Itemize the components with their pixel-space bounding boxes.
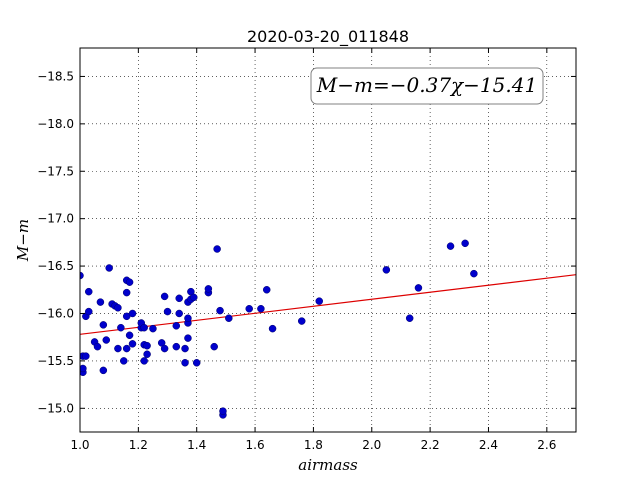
data-point (143, 341, 151, 350)
axis-ticks: 1.0 1.2 1.4 1.6 1.8 2.0 2.2 2.4 2.6 −15.0 −15.5 −16… (37, 48, 576, 452)
data-point (190, 293, 198, 302)
data-point (210, 342, 218, 351)
data-points (80, 239, 478, 419)
y-tick-label: −16.0 (37, 306, 74, 320)
data-point (105, 264, 113, 272)
plot-frame (79, 47, 577, 433)
data-point (102, 336, 111, 344)
data-point (99, 321, 108, 329)
fit-equation: M−m=−0.37χ−15.41 (316, 73, 537, 97)
x-tick-label: 2.0 (362, 438, 381, 452)
data-point (405, 314, 414, 322)
data-point (140, 323, 148, 332)
data-point (184, 314, 192, 322)
data-point (125, 331, 134, 340)
data-point (461, 239, 469, 248)
x-tick-label: 1.0 (70, 438, 89, 452)
x-tick-label: 1.6 (246, 438, 265, 452)
data-point (470, 269, 478, 278)
data-point (315, 297, 323, 305)
data-point (414, 284, 423, 292)
data-point (163, 307, 172, 316)
chart-title: 2020-03-20_011848 (247, 27, 409, 47)
x-tick-label: 1.4 (187, 438, 206, 452)
data-point (184, 334, 192, 342)
data-point (181, 359, 189, 367)
x-tick-label: 2.2 (421, 438, 440, 452)
x-tick-label: 1.8 (304, 438, 323, 452)
data-point (85, 287, 93, 296)
y-tick-label: −17.0 (37, 212, 74, 226)
data-point (219, 407, 227, 415)
data-point (213, 245, 221, 253)
y-axis-label: M−m (14, 219, 32, 262)
data-point (268, 324, 277, 333)
y-tick-label: −18.0 (37, 117, 74, 131)
data-point (99, 366, 108, 375)
data-point (160, 344, 169, 353)
data-point (80, 364, 87, 373)
data-point (172, 322, 181, 330)
x-tick-label: 1.2 (129, 438, 148, 452)
x-tick-label: 2.4 (479, 438, 498, 452)
data-point (96, 298, 105, 306)
fit-line (80, 274, 576, 335)
data-point (245, 304, 253, 313)
data-point (80, 271, 84, 280)
data-point (149, 324, 157, 333)
data-point (117, 323, 125, 332)
y-tick-label: −15.5 (37, 354, 74, 368)
data-point (122, 344, 131, 353)
data-point (114, 344, 122, 353)
data-point (262, 286, 271, 294)
data-point (204, 285, 213, 293)
y-tick-label: −17.5 (37, 164, 74, 178)
data-point (297, 317, 306, 325)
data-point (225, 314, 233, 322)
data-point (216, 306, 224, 315)
y-tick-label: −15.0 (37, 401, 74, 415)
data-point (93, 342, 102, 351)
data-point (257, 304, 265, 313)
data-point (125, 278, 134, 286)
data-point (175, 294, 183, 303)
data-point (175, 309, 183, 318)
x-axis-label: airmass (298, 456, 358, 474)
data-point (128, 340, 137, 348)
fit-line-group (80, 274, 576, 335)
fit-equation-box: M−m=−0.37χ−15.41 (310, 67, 544, 105)
data-point (160, 292, 169, 301)
data-point (172, 342, 181, 351)
data-point (120, 357, 128, 365)
data-point (140, 357, 148, 365)
grid-lines (79, 48, 576, 432)
data-point (114, 304, 122, 312)
data-point (122, 288, 131, 297)
x-tick-label: 2.6 (537, 438, 556, 452)
data-point (181, 344, 189, 353)
data-point (382, 266, 391, 274)
data-point (82, 352, 90, 360)
data-point (143, 350, 151, 359)
data-point (192, 359, 201, 367)
data-point (85, 307, 93, 316)
data-point (446, 242, 455, 250)
y-tick-label: −16.5 (37, 259, 74, 273)
data-point (128, 309, 137, 318)
y-tick-label: −18.5 (37, 69, 74, 83)
annotation-box (310, 67, 544, 105)
